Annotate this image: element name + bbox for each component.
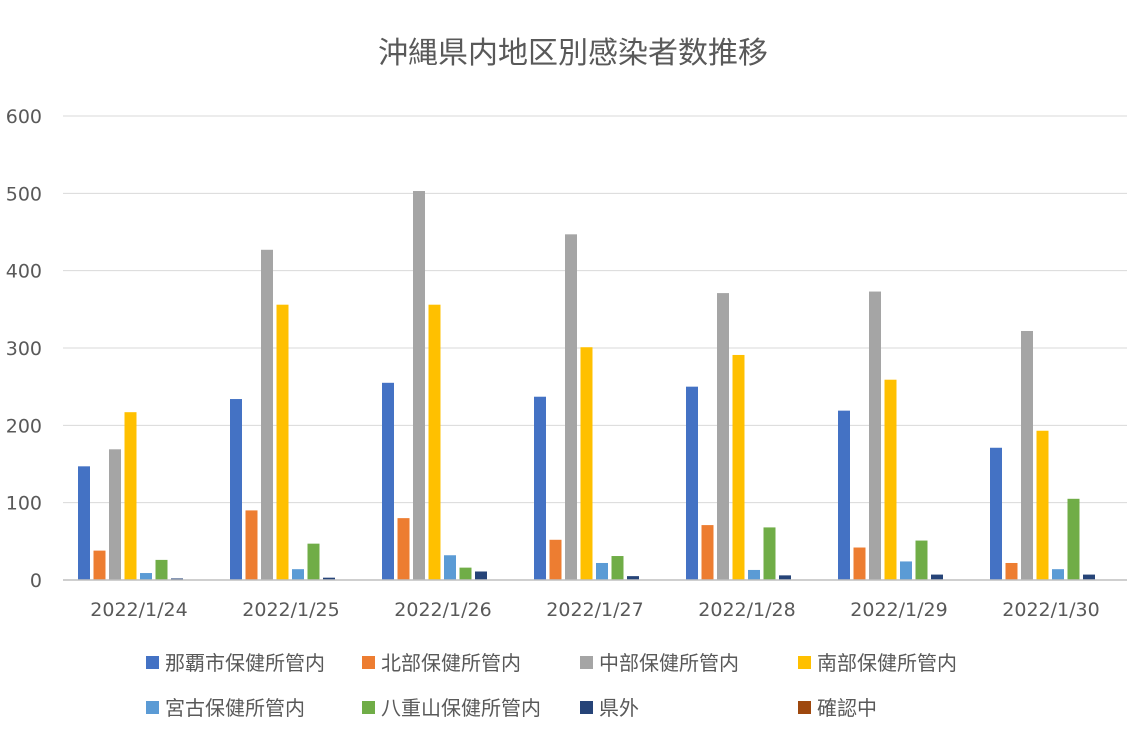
bar xyxy=(869,291,881,580)
bar xyxy=(534,396,546,580)
legend-label: 確認中 xyxy=(817,696,877,720)
legend-label: 中部保健所管内 xyxy=(599,651,739,675)
bar xyxy=(915,540,928,580)
y-axis-ticks: 0 100 200 300 400 500 600 xyxy=(6,106,42,592)
bar xyxy=(155,559,168,580)
bar xyxy=(565,234,577,580)
legend-swatch xyxy=(798,656,811,669)
bar xyxy=(109,449,121,580)
bar xyxy=(1083,574,1095,580)
bar xyxy=(1005,562,1018,580)
bar xyxy=(230,399,242,580)
bar xyxy=(549,539,562,580)
bar xyxy=(900,561,912,580)
bar xyxy=(884,379,897,580)
x-tick-label: 2022/1/25 xyxy=(242,599,339,621)
bar xyxy=(853,547,866,580)
bar xyxy=(245,510,258,580)
x-tick-label: 2022/1/27 xyxy=(546,599,643,621)
bar xyxy=(1067,498,1080,580)
y-tick-label: 200 xyxy=(6,415,42,437)
bar xyxy=(413,191,425,580)
legend-swatch xyxy=(146,701,159,714)
chart-title: 沖縄県内地区別感染者数推移 xyxy=(378,36,768,71)
bar xyxy=(596,562,608,580)
x-tick-label: 2022/1/26 xyxy=(394,599,491,621)
legend-swatch xyxy=(362,701,375,714)
y-tick-label: 100 xyxy=(6,493,42,515)
bar xyxy=(397,518,410,580)
bar xyxy=(748,569,760,580)
legend-label: 県外 xyxy=(599,696,639,720)
legend-swatch xyxy=(146,656,159,669)
gridlines xyxy=(63,115,1127,504)
legend-swatch xyxy=(580,656,593,669)
x-tick-label: 2022/1/24 xyxy=(90,599,187,621)
bar xyxy=(382,382,394,580)
bar xyxy=(686,386,698,580)
bar xyxy=(140,573,152,580)
bar xyxy=(580,347,593,580)
bar xyxy=(276,304,289,580)
legend-label: 南部保健所管内 xyxy=(817,651,957,675)
bar xyxy=(307,543,320,580)
legend-label: 那覇市保健所管内 xyxy=(165,651,325,675)
legend-label: 北部保健所管内 xyxy=(381,651,521,675)
bar xyxy=(459,567,472,580)
bar xyxy=(701,525,714,580)
bar xyxy=(931,574,943,580)
legend-label: 八重山保健所管内 xyxy=(381,696,541,720)
bar xyxy=(1036,430,1049,580)
bar xyxy=(261,249,273,580)
y-tick-label: 500 xyxy=(6,183,42,205)
bars xyxy=(78,191,1095,580)
bar xyxy=(763,527,776,580)
legend-swatch xyxy=(580,701,593,714)
bar xyxy=(1021,330,1033,580)
y-tick-label: 300 xyxy=(6,338,42,360)
bar xyxy=(124,412,137,580)
bar xyxy=(323,577,335,580)
bar xyxy=(627,576,639,580)
y-tick-label: 600 xyxy=(6,106,42,128)
x-tick-label: 2022/1/28 xyxy=(698,599,795,621)
y-tick-label: 0 xyxy=(30,570,42,592)
bar xyxy=(428,304,441,580)
y-tick-label: 400 xyxy=(6,261,42,283)
legend-swatch xyxy=(798,701,811,714)
legend-swatch xyxy=(362,656,375,669)
bar xyxy=(717,293,729,580)
bar xyxy=(838,410,850,580)
bar xyxy=(93,550,106,580)
bar xyxy=(171,578,183,580)
bar xyxy=(78,466,90,580)
bar xyxy=(292,569,304,580)
bar xyxy=(444,555,456,580)
bar xyxy=(732,354,745,580)
x-axis-ticks: 2022/1/24 2022/1/25 2022/1/26 2022/1/27 2022… xyxy=(90,599,1099,621)
bar xyxy=(611,556,624,580)
bar xyxy=(990,447,1002,580)
x-tick-label: 2022/1/29 xyxy=(850,599,947,621)
bar xyxy=(1052,569,1064,580)
x-tick-label: 2022/1/30 xyxy=(1002,599,1099,621)
bar xyxy=(475,571,487,580)
legend-label: 宮古保健所管内 xyxy=(165,696,305,720)
bar xyxy=(779,575,791,580)
